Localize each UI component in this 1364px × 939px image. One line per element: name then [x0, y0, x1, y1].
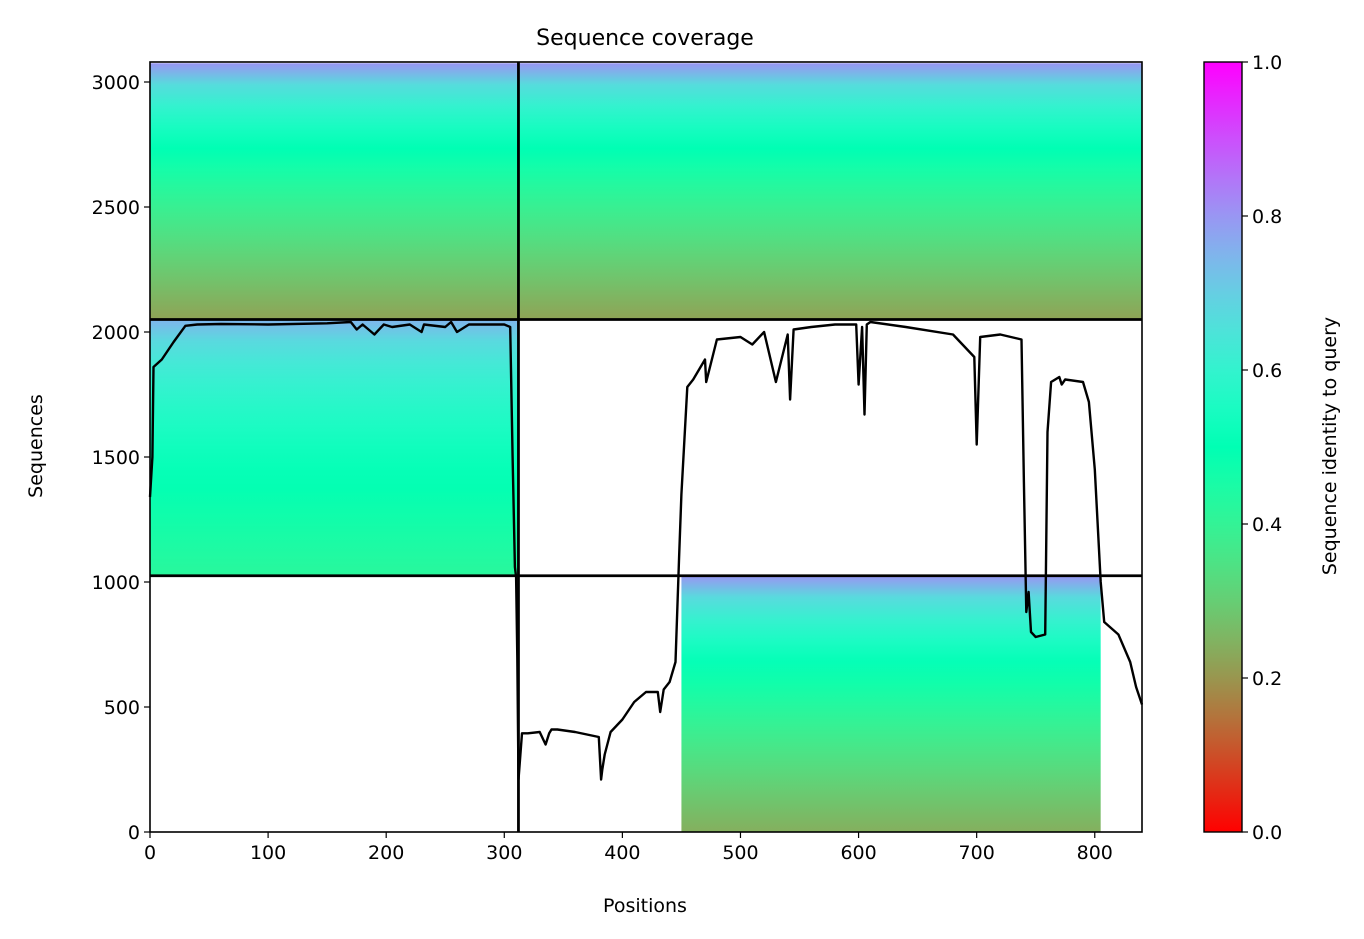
y-tick-label: 0 — [128, 822, 140, 844]
y-tick-label: 1000 — [92, 572, 140, 594]
block-C — [518, 63, 1142, 320]
block-D — [681, 575, 1101, 832]
x-tick-label: 500 — [722, 842, 758, 864]
colorbar-frame — [1203, 61, 1243, 833]
y-tick-label: 2500 — [92, 197, 140, 219]
y-axis: 0 500 1000 1500 2000 2500 3000 — [92, 72, 150, 844]
x-tick-label: 0 — [144, 842, 156, 864]
colorbar-label: Sequence identity to query — [1319, 317, 1341, 575]
plot-frame — [149, 61, 1143, 833]
coverage-line — [148, 320, 1144, 781]
colorbar-gradient — [1204, 62, 1242, 832]
colorbar-tick-label: 0.4 — [1252, 514, 1282, 536]
x-tick-label: 700 — [959, 842, 995, 864]
x-tick-label: 100 — [250, 842, 286, 864]
x-tick-label: 200 — [368, 842, 404, 864]
block-B — [150, 319, 519, 576]
y-tick-label: 3000 — [92, 72, 140, 94]
coverage-blocks — [150, 63, 1142, 832]
x-tick-label: 300 — [486, 842, 522, 864]
x-axis: 0 100 200 300 400 500 600 700 800 — [144, 832, 1113, 864]
colorbar: 0.0 0.2 0.4 0.6 0.8 1.0 — [1203, 52, 1282, 844]
x-tick-label: 600 — [840, 842, 876, 864]
chart-title: Sequence coverage — [536, 26, 754, 51]
colorbar-tick-label: 0.0 — [1252, 822, 1282, 844]
colorbar-tick-label: 0.2 — [1252, 668, 1282, 690]
colorbar-tick-label: 0.6 — [1252, 360, 1282, 382]
x-axis-label: Positions — [603, 895, 687, 917]
y-axis-label: Sequences — [25, 394, 47, 498]
y-tick-label: 1500 — [92, 447, 140, 469]
x-tick-label: 400 — [604, 842, 640, 864]
colorbar-tick-label: 1.0 — [1252, 52, 1282, 74]
block-A — [150, 63, 519, 320]
y-tick-label: 500 — [104, 697, 140, 719]
x-tick-label: 800 — [1077, 842, 1113, 864]
colorbar-tick-label: 0.8 — [1252, 206, 1282, 228]
y-tick-label: 2000 — [92, 322, 140, 344]
